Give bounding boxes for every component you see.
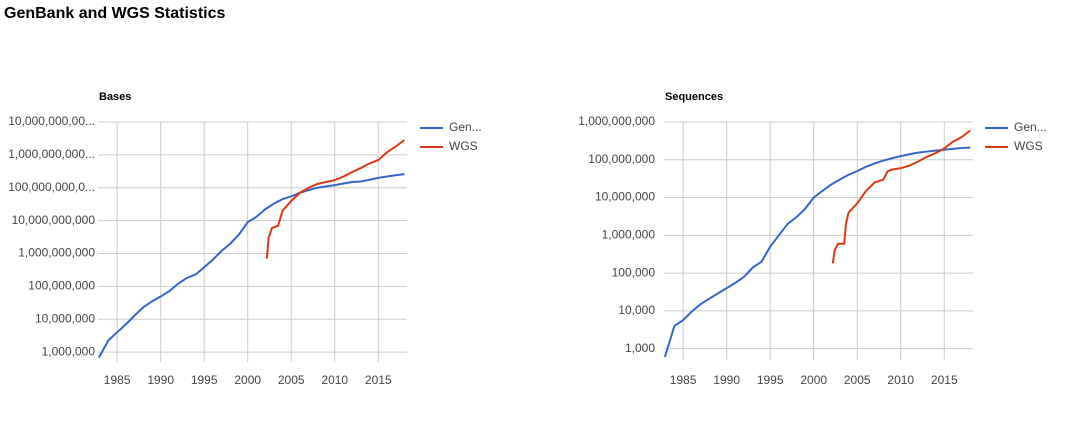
- legend-label: Gen...: [449, 120, 482, 134]
- data-line: [831, 129, 971, 264]
- y-tick-label: 1,000,000: [602, 227, 656, 241]
- x-tick-label: 1990: [147, 373, 174, 387]
- y-tick-label: 1,000,000,000: [578, 114, 655, 128]
- x-tick-label: 2000: [234, 373, 261, 387]
- data-line: [97, 173, 405, 359]
- x-tick-label: 1995: [191, 373, 218, 387]
- y-tick-label: 10,000,000: [35, 311, 95, 325]
- data-line: [663, 146, 971, 358]
- chart-title: Bases: [99, 91, 131, 103]
- y-tick-label: 10,000,000,00...: [8, 114, 95, 128]
- y-tick-label: 1,000: [625, 341, 655, 355]
- data-line: [265, 139, 405, 259]
- x-tick-label: 2005: [278, 373, 305, 387]
- x-tick-label: 2010: [887, 373, 914, 387]
- x-tick-label: 1985: [104, 373, 131, 387]
- y-tick-label: 1,000,000,000: [18, 246, 95, 260]
- y-tick-label: 1,000,000: [42, 344, 96, 358]
- page-title: GenBank and WGS Statistics: [4, 5, 225, 22]
- y-tick-label: 10,000,000,000: [12, 213, 96, 227]
- legend-label: WGS: [1014, 139, 1043, 153]
- y-tick-label: 10,000: [618, 303, 655, 317]
- x-tick-label: 2005: [844, 373, 871, 387]
- chart-title: Sequences: [665, 91, 723, 103]
- y-tick-label: 100,000: [612, 265, 656, 279]
- y-tick-label: 100,000,000: [28, 279, 95, 293]
- x-tick-label: 1995: [757, 373, 784, 387]
- x-tick-label: 2010: [321, 373, 348, 387]
- x-tick-label: 2015: [365, 373, 392, 387]
- y-tick-label: 1,000,000,000...: [8, 147, 95, 161]
- legend-label: Gen...: [1014, 120, 1047, 134]
- legend-label: WGS: [449, 139, 478, 153]
- y-tick-label: 100,000,000: [588, 152, 655, 166]
- y-tick-label: 100,000,000,0...: [8, 180, 95, 194]
- y-tick-label: 10,000,000: [595, 190, 655, 204]
- x-tick-label: 1990: [713, 373, 740, 387]
- x-tick-label: 2015: [931, 373, 958, 387]
- x-tick-label: 1985: [670, 373, 697, 387]
- x-tick-label: 2000: [800, 373, 827, 387]
